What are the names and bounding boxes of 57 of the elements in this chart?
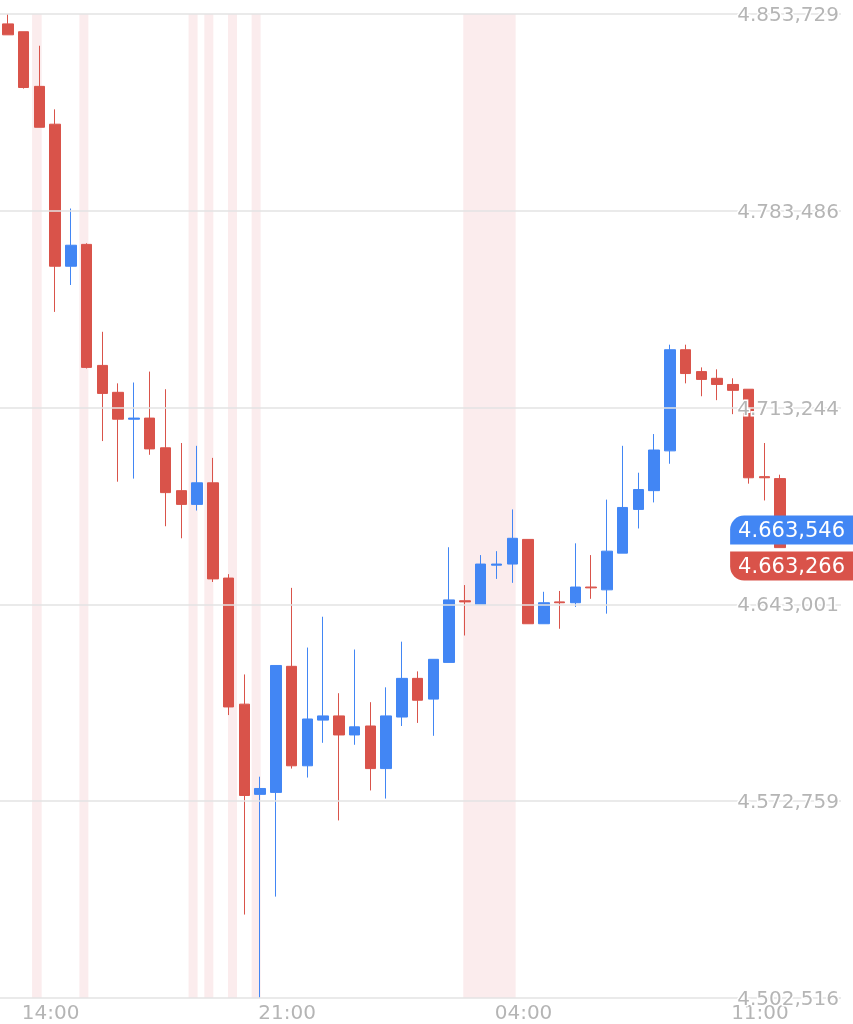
candlestick (648, 433, 660, 503)
candlestick (428, 658, 439, 737)
candlestick (207, 457, 219, 583)
x-tick-label: 14:00 (21, 1000, 80, 1024)
candlestick (491, 550, 502, 580)
candlestick (365, 701, 376, 791)
candlestick (507, 508, 518, 584)
candlestick (176, 442, 187, 539)
candlestick (317, 616, 329, 744)
candlestick (396, 641, 408, 727)
candlestick (65, 208, 77, 286)
candlestick (443, 546, 455, 663)
candlestick (270, 664, 282, 898)
candlestick (144, 371, 155, 456)
candlestick (475, 554, 486, 606)
candlestick (34, 45, 45, 128)
candlestick (191, 445, 203, 512)
candlestick (128, 382, 140, 480)
x-tick-label: 21:00 (258, 1000, 316, 1024)
candlestick (633, 472, 644, 529)
candlestick (302, 647, 313, 779)
y-tick-label: 4.572,759 (737, 789, 839, 814)
candlestick (349, 649, 360, 746)
candlestick (239, 673, 250, 916)
candlestick (664, 344, 676, 465)
candlestick (601, 499, 613, 615)
candlestick (585, 554, 597, 600)
candlestick (81, 242, 92, 369)
candlestick (333, 692, 345, 821)
candlestick (254, 776, 266, 999)
candlestick (286, 587, 297, 770)
y-tick-label: 4.853,729 (737, 2, 839, 26)
candlestick (759, 442, 770, 501)
candlestick (18, 31, 29, 90)
y-tick-label: 4.783,486 (737, 198, 839, 223)
candlestick (160, 388, 171, 527)
candlestick (412, 670, 423, 724)
annotation: 4.663,266 (738, 554, 846, 579)
candlestick (538, 591, 550, 625)
candlestick (223, 573, 234, 716)
candlestick (554, 590, 565, 630)
annotation: 4.663,546 (738, 518, 846, 543)
candlestick (380, 686, 392, 800)
x-tick-label: 04:00 (494, 1000, 553, 1024)
y-tick-label: 4.643,001 (737, 592, 839, 617)
candlestick (696, 366, 707, 397)
candlestick (112, 382, 124, 483)
candlestick (570, 542, 581, 608)
candlestick (49, 108, 61, 313)
candlestick (459, 584, 471, 636)
candlestick (97, 331, 108, 442)
candlestick (727, 377, 739, 415)
candlestick (680, 344, 691, 384)
candlestick (711, 368, 723, 401)
candlestick (522, 538, 534, 625)
candlestick (2, 13, 14, 36)
candlestick (617, 445, 628, 554)
